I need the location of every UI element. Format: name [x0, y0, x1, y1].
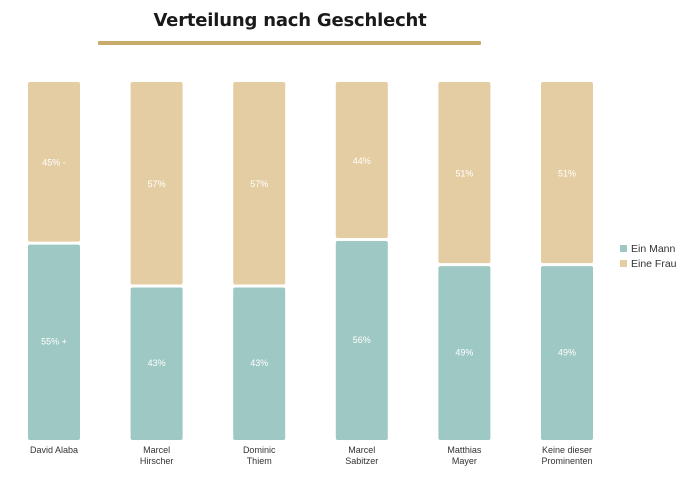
- chart-legend: Ein Mann Eine Frau: [620, 241, 677, 271]
- label-ein-mann-marcel-sabitzer: 56%: [353, 335, 371, 345]
- label-ein-mann-marcel-hirscher: 43%: [148, 358, 166, 368]
- label-ein-mann-dominic-thiem: 43%: [250, 358, 268, 368]
- bar-ein-mann-matthias-mayer: [438, 266, 491, 440]
- legend-swatch-ein-mann: [620, 245, 627, 252]
- label-ein-mann-keine-dieser-prominenten: 49%: [558, 347, 576, 357]
- bar-eine-frau-marcel-hirscher: [130, 82, 183, 285]
- title-underline: [98, 41, 481, 45]
- label-eine-frau-david-alaba: 45% -: [42, 158, 66, 168]
- label-ein-mann-david-alaba: 55% +: [41, 337, 67, 347]
- bar-ein-mann-marcel-sabitzer: [335, 241, 388, 440]
- category-label-matthias-mayer: Matthias Mayer: [447, 445, 482, 466]
- bar-ein-mann-dominic-thiem: [233, 287, 286, 440]
- bar-ein-mann-keine-dieser-prominenten: [541, 266, 593, 440]
- label-eine-frau-marcel-sabitzer: 44%: [353, 156, 371, 166]
- label-eine-frau-keine-dieser-prominenten: 51%: [558, 168, 576, 178]
- label-eine-frau-matthias-mayer: 51%: [455, 168, 473, 178]
- bar-eine-frau-david-alaba: [28, 82, 80, 242]
- legend-item-ein-mann: Ein Mann: [620, 241, 677, 256]
- chart-title: Verteilung nach Geschlecht: [153, 10, 427, 31]
- bar-eine-frau-dominic-thiem: [233, 82, 286, 285]
- legend-swatch-eine-frau: [620, 260, 627, 267]
- category-label-dominic-thiem: Dominic Thiem: [243, 445, 276, 466]
- category-label-david-alaba: David Alaba: [30, 445, 78, 455]
- bar-ein-mann-david-alaba: [28, 244, 80, 440]
- legend-item-eine-frau: Eine Frau: [620, 256, 677, 271]
- label-eine-frau-marcel-hirscher: 57%: [148, 179, 166, 189]
- bar-eine-frau-marcel-sabitzer: [335, 82, 388, 239]
- category-label-marcel-sabitzer: Marcel Sabitzer: [345, 445, 378, 466]
- bar-eine-frau-matthias-mayer: [438, 82, 491, 264]
- category-label-keine-dieser-prominenten: Keine dieser Prominenten: [541, 445, 592, 466]
- category-label-marcel-hirscher: Marcel Hirscher: [140, 445, 174, 466]
- label-ein-mann-matthias-mayer: 49%: [455, 347, 473, 357]
- legend-label-eine-frau: Eine Frau: [631, 257, 677, 270]
- bar-eine-frau-keine-dieser-prominenten: [541, 82, 593, 264]
- legend-label-ein-mann: Ein Mann: [631, 242, 676, 255]
- bar-ein-mann-marcel-hirscher: [130, 287, 183, 440]
- label-eine-frau-dominic-thiem: 57%: [250, 179, 268, 189]
